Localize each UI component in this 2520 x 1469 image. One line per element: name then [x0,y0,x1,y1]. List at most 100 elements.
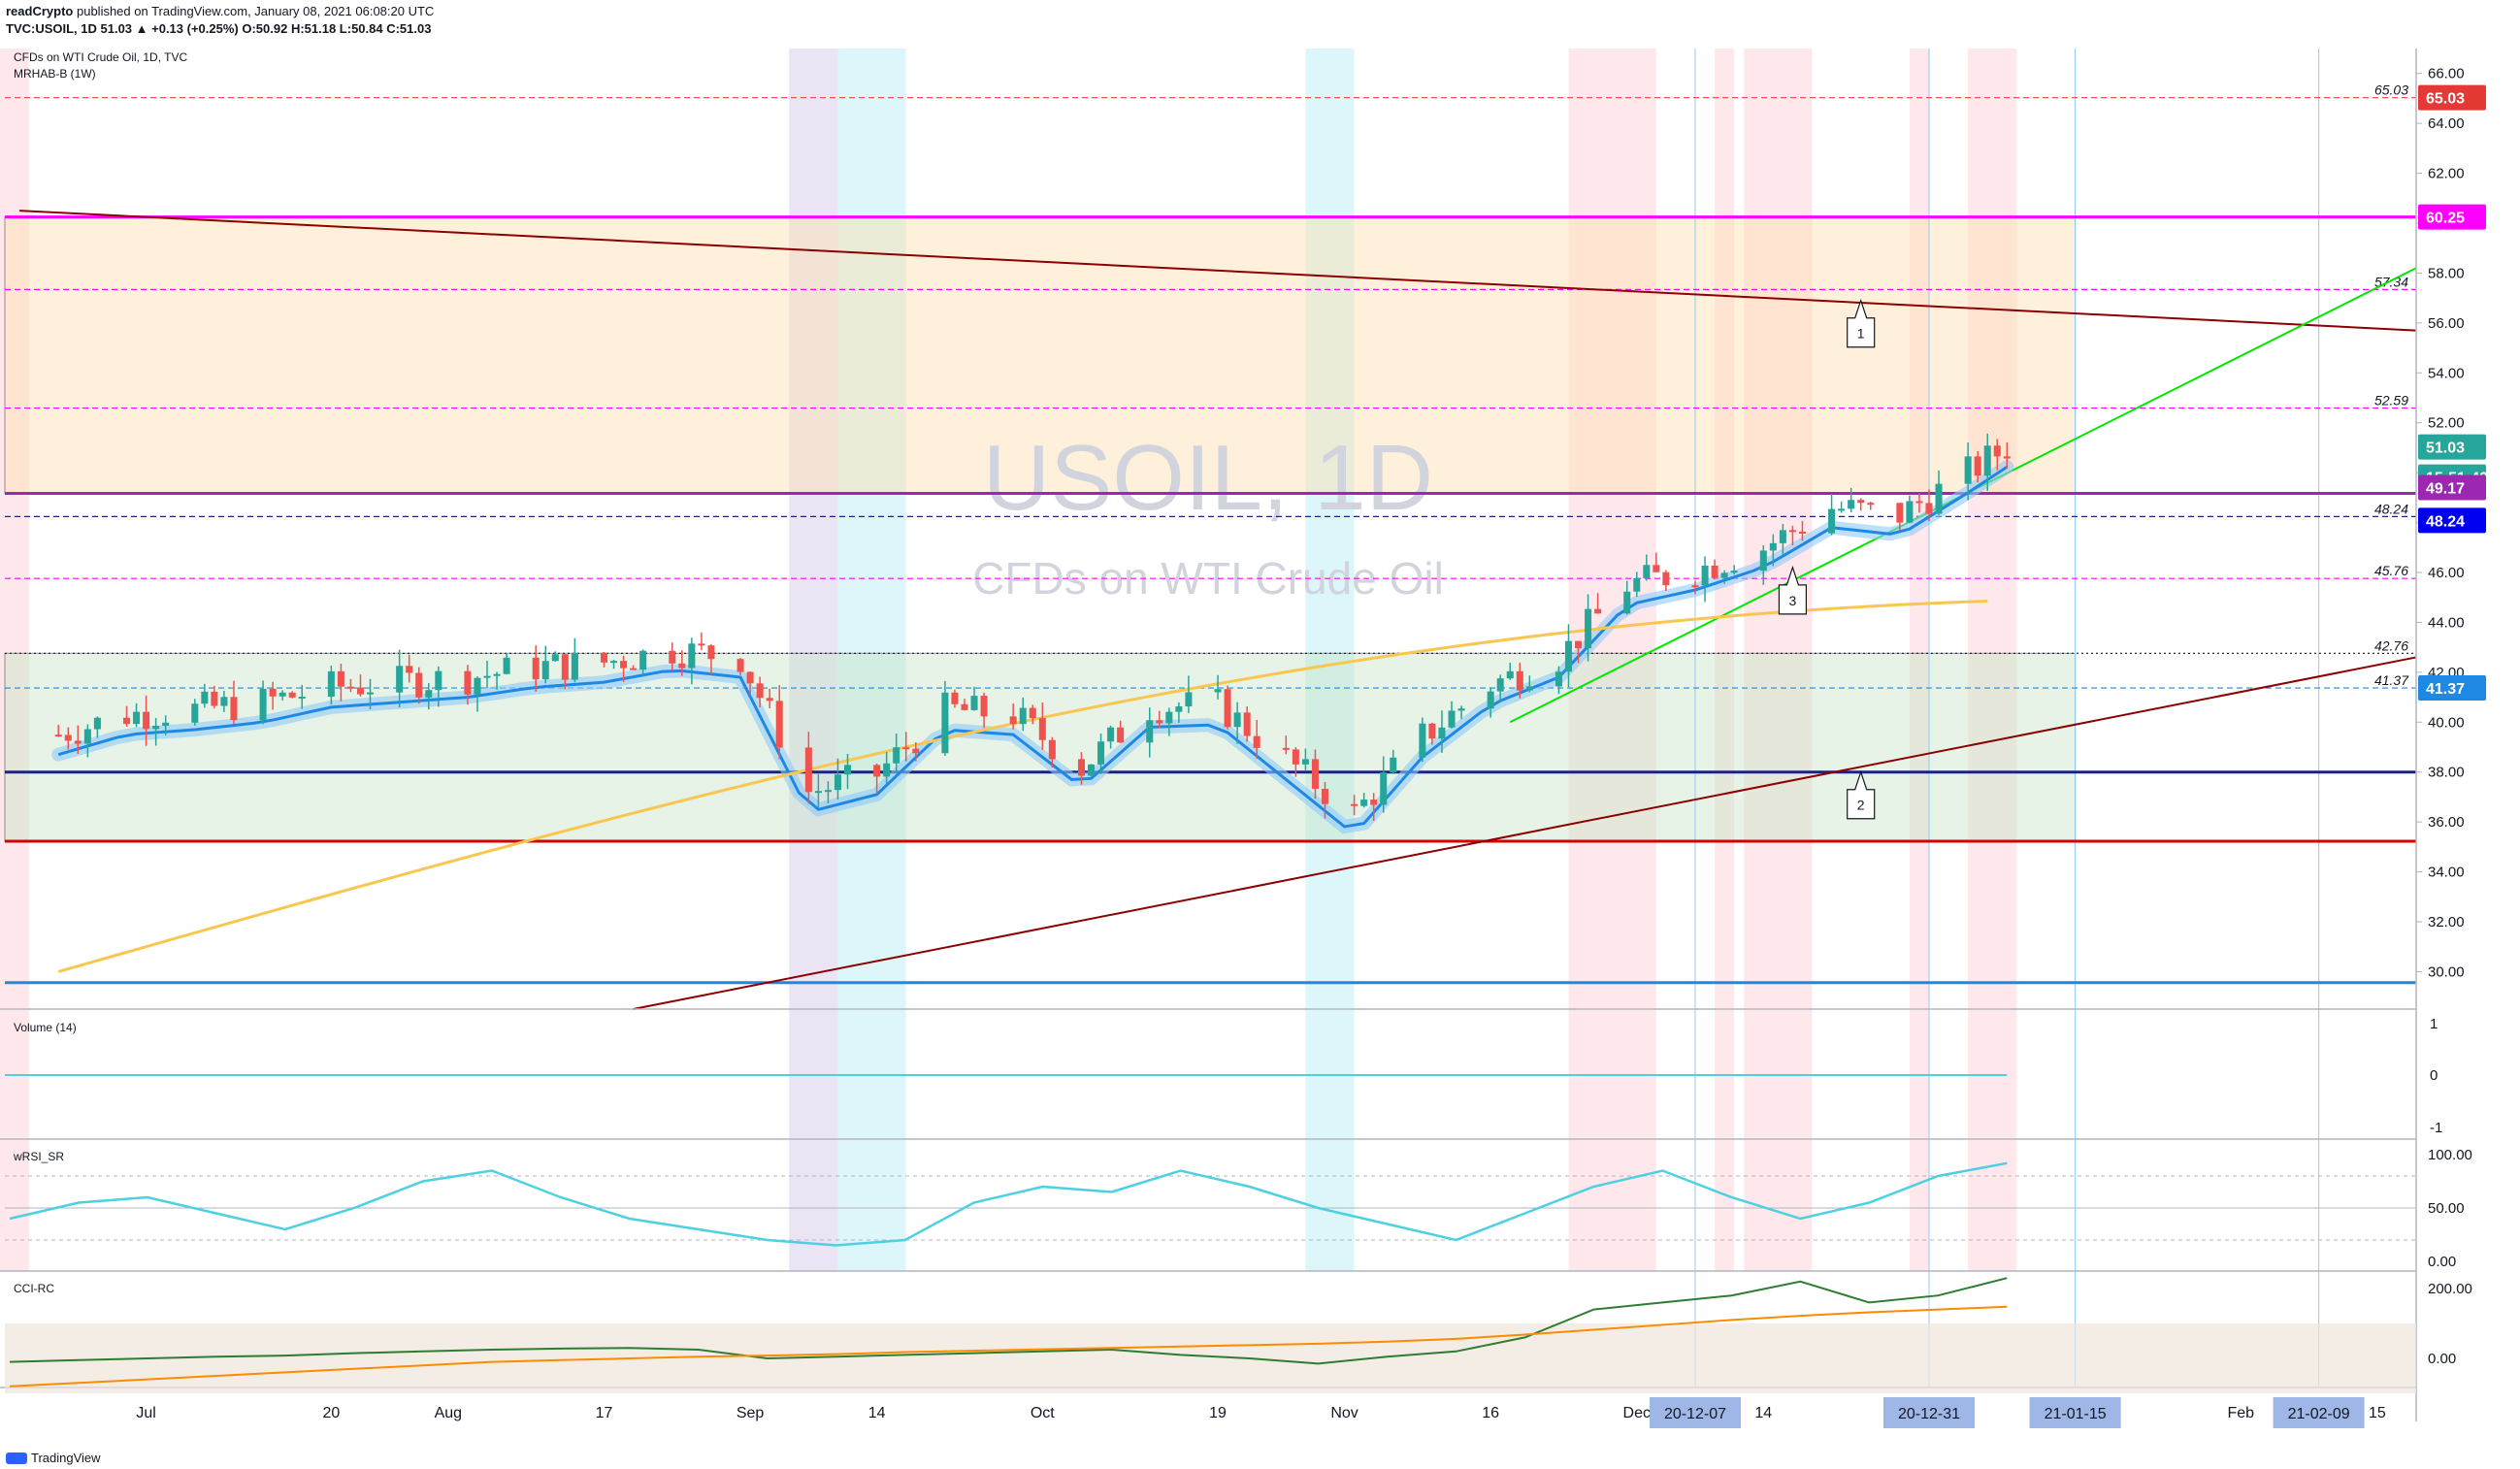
candle-body [435,670,442,691]
candle-body [162,722,170,727]
candle-body [1564,640,1573,672]
date-badge [2273,1397,2365,1428]
highlight-band [1744,49,1813,1271]
candle-body [211,691,218,706]
volume-pane-title: Volume (14) [14,1021,77,1034]
candle-body [269,688,277,697]
footer: TradingView [6,1451,101,1465]
candle-body [298,697,306,700]
price-tick-label: 62.00 [2428,166,2465,182]
candle-body [1077,759,1085,776]
candle-body [1983,445,1991,476]
chart-canvas[interactable]: USOIL, 1D CFDs on WTI Crude Oil CFDs on … [0,0,2520,1436]
candle-body [1351,803,1358,806]
highlight-band [0,49,30,1271]
candle-body [1867,503,1875,506]
candle-body [1525,686,1533,691]
candle-body [83,729,91,744]
price-tick-label: 36.00 [2428,814,2465,831]
candle-body [775,701,783,748]
candle-body [1175,706,1183,712]
published-text: published on TradingView.com, January 08… [76,4,435,18]
price-tick-label: 66.00 [2428,66,2465,82]
candle-body [1496,678,1504,692]
candle-body [1769,542,1777,551]
date-badge-label: 20-12-31 [1898,1406,1960,1422]
volume-pane: 1 0 -1 [5,1016,2442,1136]
candle-body [1088,764,1096,776]
candle-body [1009,716,1017,725]
callout-label: 1 [1857,326,1865,342]
candle-body [1701,565,1709,586]
candle-body [961,703,968,710]
candle-body [1117,727,1125,743]
time-axis[interactable]: Jul 20 Aug 17 Sep 14 Oct 19 Nov 16 Dec 14 Feb 15 20-12… [136,1397,2386,1428]
candle-body [474,677,481,695]
highlight-band [789,49,838,1271]
candle-body [493,673,501,676]
price-axis[interactable]: 66.0064.0062.0060.0058.0056.0054.0052.00… [2416,66,2465,981]
candle-body [1623,591,1631,614]
callout-bubble [1778,565,1808,615]
rsi-tick-label: 100.00 [2428,1147,2472,1163]
candle-body [346,686,354,689]
cci-pane: 200.00 0.00 [5,1277,2472,1393]
cci-tick-label: 0.00 [2428,1351,2456,1367]
highlight-band [1305,49,1355,1271]
candle-body [1224,689,1231,728]
price-badge-label: 48.24 [2426,513,2465,530]
wrsi-pane: 100.00 50.00 0.00 [5,1147,2472,1270]
price-badge [2418,507,2486,534]
candle-body [1691,585,1699,588]
candle-body [1146,720,1154,743]
candle-body [551,654,559,662]
callout-bubble [1847,769,1876,820]
candle-body [1857,500,1865,504]
time-tick-label: 14 [1754,1405,1772,1421]
price-tick-label: 40.00 [2428,714,2465,731]
candle-body [951,692,959,704]
candle-body [669,650,676,664]
volume-tick-label: 0 [2430,1067,2438,1084]
cci-pane-title: CCI-RC [14,1282,54,1295]
callouts: 1 2 3 [1778,298,1876,820]
candle-body [1828,508,1836,534]
candle-body [220,697,228,706]
candle-body [337,670,344,687]
time-tick-label: Dec [1623,1405,1651,1421]
candle-body [610,661,618,664]
candle-body [1292,749,1299,765]
wrsi-pane-title: wRSI_SR [13,1150,64,1163]
candle-body [406,666,413,673]
candle-body [1653,565,1660,572]
candle-body [1506,670,1514,679]
price-tick-label: 52.00 [2428,415,2465,432]
candle-body [571,652,578,680]
volume-tick-label: -1 [2430,1120,2442,1136]
candle-body [893,747,900,764]
candle-body [1575,640,1583,649]
candle-body [1448,710,1456,728]
candle-body [1107,727,1115,742]
candle-body [532,657,540,680]
candle-body [541,661,549,680]
candle-body [843,765,852,775]
candle-body [2003,456,2011,459]
date-badge-label: 20-12-07 [1664,1406,1726,1422]
candle-body [1185,692,1193,707]
candle-body [766,698,773,702]
price-badge [2418,675,2486,702]
date-badge [1650,1397,1742,1428]
price-badge-label: 49.17 [2426,480,2465,497]
rsi-tick-label: 0.00 [2428,1254,2456,1270]
callout-label: 2 [1857,798,1865,813]
candle-body [688,643,696,669]
candle-body [1896,503,1904,523]
level-label: 65.03 [2374,82,2408,98]
candle-body [1370,800,1378,805]
cci-line [9,1277,2008,1365]
candle-body [1935,483,1943,514]
candle-body [1165,711,1173,724]
candle-body [620,661,628,669]
